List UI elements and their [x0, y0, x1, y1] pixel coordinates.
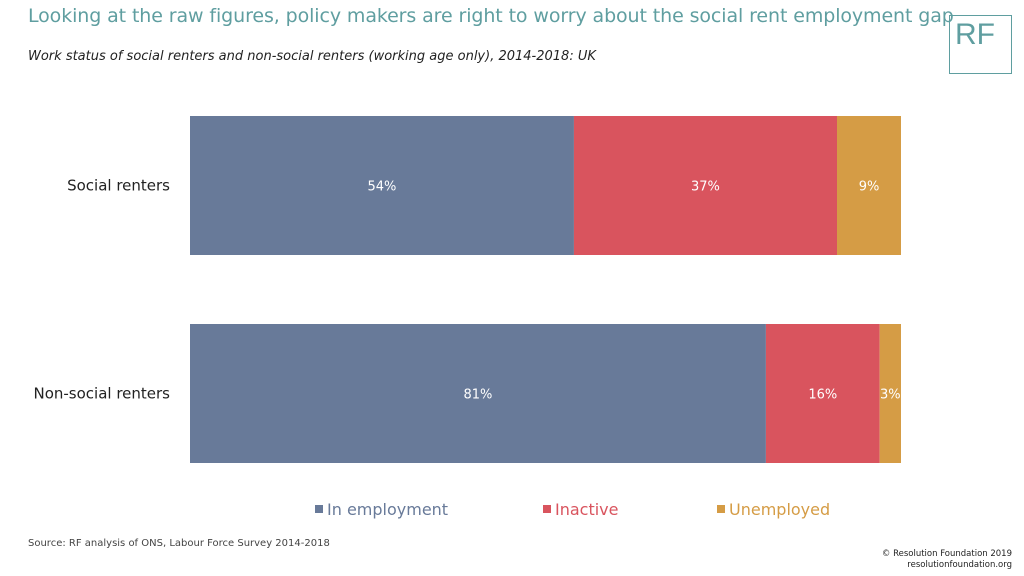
chart-title: Looking at the raw figures, policy maker…	[28, 5, 954, 27]
rf-logo: RF	[949, 15, 1012, 74]
source-note: Source: RF analysis of ONS, Labour Force…	[28, 538, 330, 549]
data-label-non-social-renters-inactive: 16%	[808, 388, 837, 403]
legend-item-inactive: Inactive	[543, 500, 619, 519]
bar-social-renters-in-employment	[190, 116, 574, 255]
legend-item-in-employment: In employment	[315, 500, 448, 519]
category-label-social-renters: Social renters	[67, 177, 170, 195]
copyright-text: © Resolution Foundation 2019	[881, 549, 1012, 559]
legend-item-unemployed: Unemployed	[717, 500, 830, 519]
stacked-bar-chart: Social renters 54% 37% 9% Non-social renters…	[33, 116, 901, 463]
bar-non-social-renters-unemployed	[879, 324, 901, 463]
legend-label-unemployed: Unemployed	[729, 500, 831, 519]
bar-social-renters-inactive	[573, 116, 838, 255]
website-link[interactable]: resolutionfoundation.org	[907, 560, 1012, 570]
legend-swatch-in-employment	[315, 505, 323, 513]
category-label-non-social-renters: Non-social renters	[33, 385, 170, 403]
bar-non-social-renters-in-employment	[190, 324, 766, 463]
chart-legend: In employment Inactive Unemployed	[0, 500, 1024, 520]
legend-label-inactive: Inactive	[555, 500, 619, 519]
data-label-non-social-renters-unemployed: 3%	[880, 388, 901, 403]
data-label-social-renters-in-employment: 54%	[368, 180, 397, 195]
legend-swatch-unemployed	[717, 505, 725, 513]
chart-subtitle: Work status of social renters and non-so…	[28, 49, 596, 64]
data-label-social-renters-inactive: 37%	[691, 180, 720, 195]
legend-swatch-inactive	[543, 505, 551, 513]
legend-label-in-employment: In employment	[327, 500, 449, 519]
bar-social-renters-unemployed	[837, 116, 901, 255]
copyright-block: © Resolution Foundation 2019 resolutionf…	[882, 549, 1012, 571]
data-label-social-renters-unemployed: 9%	[859, 180, 880, 195]
bar-non-social-renters-inactive	[765, 324, 880, 463]
data-label-non-social-renters-in-employment: 81%	[464, 388, 493, 403]
